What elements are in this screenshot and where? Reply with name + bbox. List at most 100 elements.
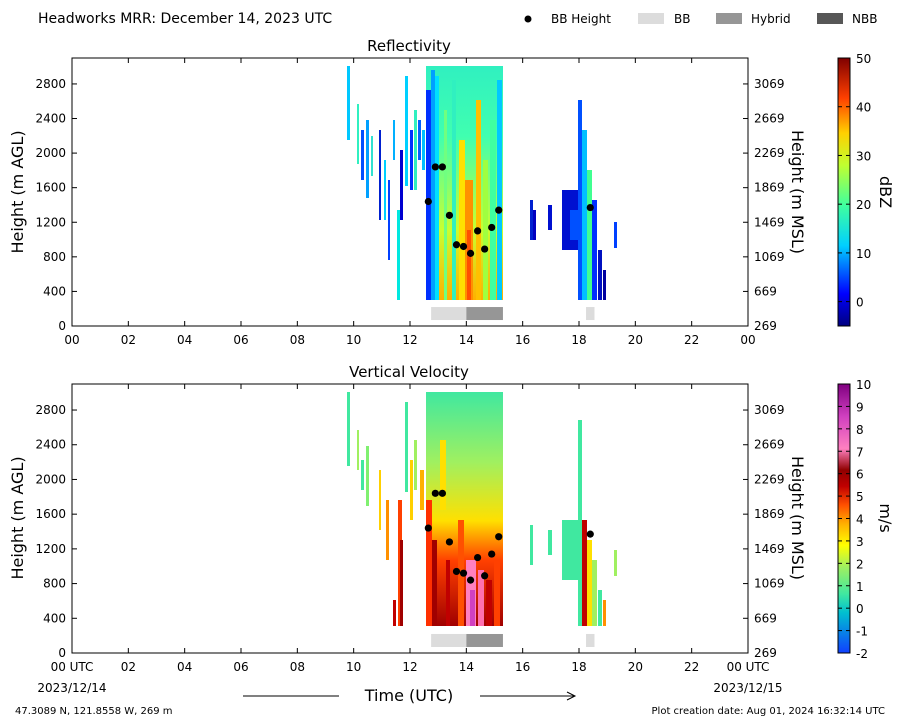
legend-label-hybrid: Hybrid xyxy=(751,12,791,26)
bb-height-point xyxy=(452,241,461,249)
colorbar-tick-label: -2 xyxy=(856,647,868,661)
velocity-bb-points xyxy=(424,489,594,584)
bb-height-point xyxy=(481,245,489,253)
bb-type-bar xyxy=(431,307,467,321)
y-tick-label: 2800 xyxy=(35,77,66,91)
arrow-head-icon xyxy=(566,691,577,701)
bb-height-point xyxy=(474,553,482,562)
velocity-colorbar-ticks: -2 -1 0 1 2 3 4 5 6 7 8 9 10 xyxy=(838,378,871,661)
x-tick-label: 20 xyxy=(628,333,643,347)
colorbar-tick-label: 9 xyxy=(856,400,864,414)
x-tick-label: 12 xyxy=(402,333,417,347)
x-tick-label: 16 xyxy=(515,333,530,347)
reflectivity-bb-type-bars xyxy=(431,307,595,321)
bb-height-point xyxy=(459,242,468,251)
x-tick-label: 08 xyxy=(290,660,305,674)
reflectivity-axes-frame xyxy=(71,57,749,327)
header-legend: BB Height BB Hybrid NBB xyxy=(524,12,877,26)
velocity-image xyxy=(347,392,617,626)
x-tick-label: 14 xyxy=(459,333,474,347)
y-tick-label: 2400 xyxy=(35,112,66,126)
colorbar-tick-label: 20 xyxy=(856,198,871,212)
y-tick-label: 1600 xyxy=(35,181,66,195)
y-tick-label: 400 xyxy=(43,611,66,625)
x-tick-label: 18 xyxy=(571,660,586,674)
plot-creation-date: Plot creation date: Aug 01, 2024 16:32:1… xyxy=(652,706,885,717)
y2-tick-label: 1069 xyxy=(754,250,785,264)
colorbar-tick-label: 10 xyxy=(856,247,871,261)
colorbar-tick-label: 50 xyxy=(856,52,871,66)
bb-type-bar xyxy=(431,633,467,647)
reflectivity-colorbar xyxy=(837,57,851,327)
reflectivity-panel: Reflectivity xyxy=(8,37,895,347)
reflectivity-colorbar-ticks: 0 10 20 30 40 50 xyxy=(838,52,871,310)
y2-tick-label: 2269 xyxy=(754,146,785,160)
legend-label-bb-height: BB Height xyxy=(551,12,611,26)
colorbar-tick-label: 7 xyxy=(856,445,864,459)
x-tick-label: 00 xyxy=(64,333,79,347)
velocity-ylabel: Height (m AGL) xyxy=(8,456,27,579)
bb-height-point xyxy=(466,249,475,257)
y2-tick-label: 669 xyxy=(754,284,777,298)
colorbar-tick-label: 4 xyxy=(856,513,864,527)
colorbar-tick-label: -1 xyxy=(856,625,868,639)
colorbar-tick-label: 10 xyxy=(856,378,871,392)
y-tick-label: 1200 xyxy=(35,215,66,229)
bb-height-point xyxy=(586,530,594,538)
colorbar-tick-label: 40 xyxy=(856,101,871,115)
x-tick-label: 02 xyxy=(121,660,136,674)
x-tick-label: 06 xyxy=(233,660,248,674)
x-tick-label: 06 xyxy=(233,333,248,347)
bb-type-bar xyxy=(586,633,595,647)
reflectivity-ylabel: Height (m AGL) xyxy=(8,130,27,253)
y-tick-label: 2400 xyxy=(35,438,66,452)
x-tick-label: 08 xyxy=(290,333,305,347)
x-tick-label: 22 xyxy=(684,333,699,347)
bb-height-point xyxy=(431,163,439,171)
y2-tick-label: 1869 xyxy=(754,181,785,195)
colorbar-tick-label: 6 xyxy=(856,468,864,482)
velocity-bb-type-bars xyxy=(431,633,595,647)
y2-tick-label: 1869 xyxy=(754,507,785,521)
bb-type-bar xyxy=(466,633,503,647)
bb-height-point xyxy=(466,576,475,584)
colorbar-tick-label: 1 xyxy=(856,580,864,594)
reflectivity-y2label: Height (m MSL) xyxy=(788,130,807,254)
x-tick-label: 10 xyxy=(346,333,361,347)
colorbar-tick-label: 2 xyxy=(856,557,864,571)
x-axis-label: Time (UTC) xyxy=(364,686,453,705)
x-tick-label: 00 UTC xyxy=(51,660,94,674)
bb-height-point xyxy=(459,569,468,577)
bb-height-point xyxy=(424,524,432,532)
bb-type-bar xyxy=(466,307,503,321)
bb-height-point xyxy=(452,567,461,576)
bb-height-point xyxy=(438,489,446,497)
bb-height-point xyxy=(495,206,503,214)
bb-height-point xyxy=(438,163,446,171)
legend-label-nbb: NBB xyxy=(852,12,877,26)
y2-tick-label: 2669 xyxy=(754,438,785,452)
y-tick-label: 1200 xyxy=(35,542,66,556)
y-tick-label: 400 xyxy=(43,284,66,298)
y-tick-label: 800 xyxy=(43,577,66,591)
y-tick-label: 2000 xyxy=(35,146,66,160)
bb-height-point xyxy=(495,533,503,541)
x-tick-label: 02 xyxy=(121,333,136,347)
x-tick-label: 04 xyxy=(177,660,192,674)
figure-title: Headworks MRR: December 14, 2023 UTC xyxy=(38,11,332,27)
colorbar-tick-label: 5 xyxy=(856,490,864,504)
start-date-label: 2023/12/14 xyxy=(37,681,106,695)
y2-tick-label: 269 xyxy=(754,646,777,660)
legend-label-bb: BB xyxy=(674,12,690,26)
velocity-y2label: Height (m MSL) xyxy=(788,456,807,580)
bb-height-point xyxy=(445,211,454,219)
y-tick-label: 0 xyxy=(58,646,66,660)
y2-tick-label: 2669 xyxy=(754,112,785,126)
x-tick-label: 00 xyxy=(740,333,755,347)
velocity-colorbar-label: m/s xyxy=(876,503,895,532)
x-tick-label: 04 xyxy=(177,333,192,347)
reflectivity-title: Reflectivity xyxy=(367,37,451,55)
x-tick-label: 10 xyxy=(346,660,361,674)
y2-tick-label: 1469 xyxy=(754,542,785,556)
